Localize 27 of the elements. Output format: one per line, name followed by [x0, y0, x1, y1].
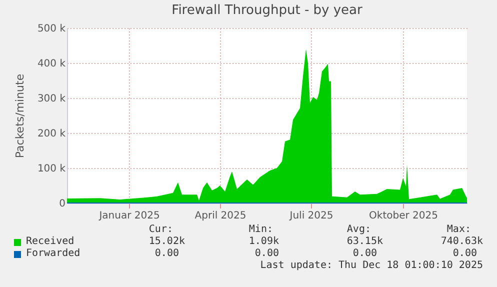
x-tick-label: April 2025 [194, 210, 246, 222]
legend-label: Forwarded [26, 248, 80, 260]
text: 1.09k [248, 236, 279, 248]
y-axis-title: Packets/minute [13, 74, 26, 158]
text: 0.00 [352, 248, 377, 260]
text: Min: [248, 224, 273, 236]
legend-label: Received [26, 236, 74, 248]
chart-title: Firewall Throughput - by year [172, 3, 364, 18]
y-tick-label: 400 k [37, 58, 66, 70]
y-tick-label: 0 [59, 198, 66, 210]
y-tick-label: 100 k [37, 164, 66, 174]
x-tick-label: Oktober 2025 [369, 210, 438, 222]
text: Last update: Thu Dec 18 01:00:10 2025 [260, 260, 483, 272]
text: 740.63k [440, 236, 483, 248]
text: Max: [446, 224, 471, 236]
text: Avg: [346, 224, 371, 236]
x-tick-label: Juli 2025 [288, 210, 334, 222]
text: 0.00 [154, 248, 179, 260]
y-tick-label: 300 k [37, 94, 66, 104]
text: 0.00 [452, 248, 477, 260]
y-tick-label: 200 k [37, 128, 66, 140]
x-tick-label: Januar 2025 [98, 210, 160, 222]
text: 0.00 [254, 248, 279, 260]
text: 63.15k [346, 236, 383, 248]
text: 15.02k [148, 236, 185, 248]
y-tick-label: 500 k [37, 24, 66, 34]
text: Cur: [148, 224, 173, 236]
